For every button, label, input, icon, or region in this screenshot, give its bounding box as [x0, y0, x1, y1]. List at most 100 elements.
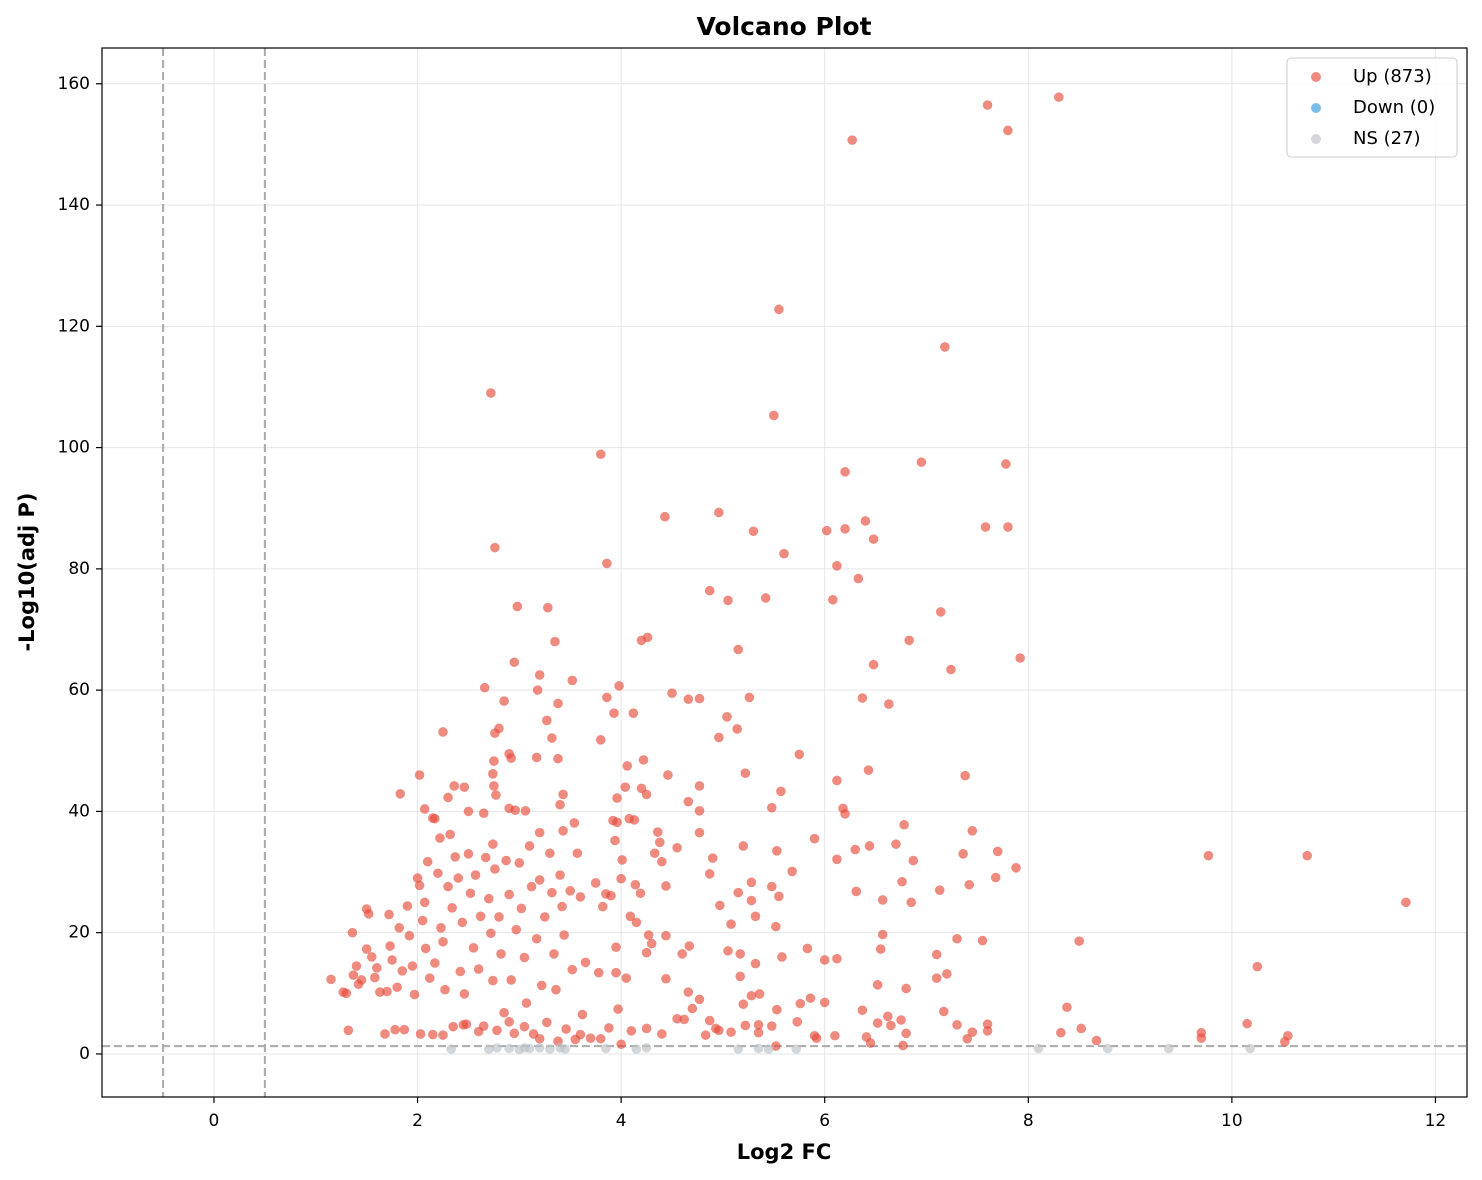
point [660, 511, 670, 522]
point [891, 839, 901, 849]
point [621, 973, 632, 983]
point [598, 901, 608, 912]
point [494, 912, 504, 922]
point [506, 753, 516, 763]
point [877, 929, 888, 940]
point [832, 775, 842, 786]
point [772, 846, 782, 856]
point [459, 782, 470, 792]
point [514, 858, 525, 868]
point [908, 855, 919, 866]
point [967, 1027, 978, 1037]
point [857, 693, 868, 703]
point [877, 895, 888, 905]
point [740, 768, 751, 779]
point [875, 944, 886, 954]
point [547, 733, 557, 743]
point [635, 888, 646, 899]
legend-box [1286, 57, 1458, 158]
point [438, 1030, 448, 1040]
point [491, 790, 501, 800]
point [613, 1004, 623, 1014]
point [704, 585, 715, 596]
point [534, 827, 545, 838]
point [440, 984, 450, 995]
point [531, 933, 542, 944]
point [661, 881, 671, 891]
point [531, 752, 542, 763]
point [1001, 459, 1011, 469]
point [519, 1021, 530, 1032]
point [629, 815, 640, 825]
point [620, 782, 630, 792]
point [960, 770, 970, 781]
point [489, 756, 499, 766]
point [977, 935, 988, 946]
point [470, 870, 481, 880]
point [372, 963, 382, 973]
point [714, 1025, 724, 1036]
point [593, 967, 604, 978]
point [395, 789, 406, 799]
point [1163, 1043, 1174, 1054]
point [504, 1043, 514, 1054]
point [1056, 1027, 1066, 1038]
point [519, 952, 530, 963]
y-tick-label: 100 [58, 438, 90, 458]
point [636, 635, 647, 646]
y-axis-label: -Log10(adj P) [15, 492, 39, 651]
point [450, 852, 461, 862]
point [438, 727, 448, 737]
point [641, 789, 652, 800]
point [625, 911, 636, 922]
point [611, 942, 621, 953]
point [545, 848, 555, 859]
point [419, 804, 430, 814]
point [663, 770, 673, 780]
point [958, 849, 968, 859]
point [524, 1043, 535, 1054]
point [604, 1023, 614, 1033]
point [1076, 1023, 1087, 1034]
point [422, 856, 433, 867]
point [860, 516, 871, 526]
point [809, 1030, 820, 1041]
point [726, 919, 736, 929]
point [526, 881, 537, 892]
point [542, 715, 552, 726]
point [575, 1029, 586, 1040]
point [1074, 936, 1084, 946]
point [1279, 1037, 1290, 1047]
point [630, 879, 641, 890]
point [499, 1007, 509, 1018]
point [704, 869, 715, 879]
point [931, 949, 942, 960]
point [419, 897, 430, 908]
point [677, 949, 688, 959]
point [463, 806, 474, 817]
point [901, 983, 911, 994]
point [694, 994, 705, 1005]
point [738, 841, 749, 851]
point [448, 1021, 458, 1032]
point [661, 973, 671, 984]
point [1033, 1043, 1044, 1054]
point [446, 1044, 456, 1054]
point [851, 886, 862, 897]
legend-label: NS (27) [1353, 128, 1421, 149]
point [611, 967, 621, 978]
point [343, 1025, 354, 1036]
point [486, 928, 496, 939]
point [561, 1024, 571, 1034]
point [819, 997, 830, 1008]
point [904, 635, 914, 646]
point [609, 708, 619, 718]
point [746, 877, 757, 888]
point [906, 897, 917, 908]
point [506, 975, 516, 985]
point [407, 961, 418, 971]
point [672, 842, 682, 853]
point [723, 595, 733, 606]
point [612, 793, 622, 803]
